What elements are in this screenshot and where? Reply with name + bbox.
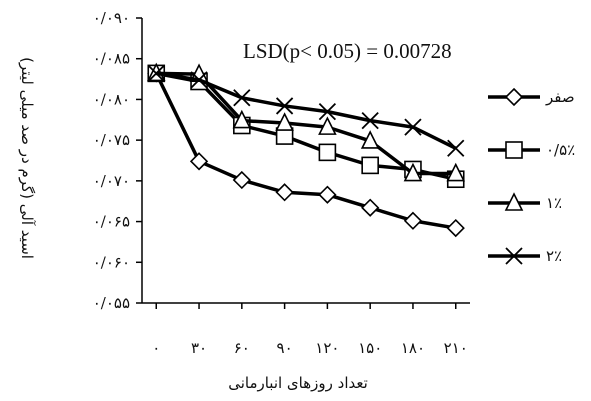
y-axis-label: اسید آلی (گرم در صد میلی لیتر) (18, 57, 36, 259)
x-axis-label: تعداد روزهای انبارمانی (228, 374, 368, 392)
data-point (189, 152, 209, 171)
data-point (404, 118, 422, 136)
data-point (318, 143, 337, 162)
data-point (147, 64, 165, 83)
axes (141, 18, 470, 304)
data-point (232, 170, 251, 190)
data-point (275, 112, 294, 131)
data-point (275, 183, 294, 202)
x-tick-label: ۳۰ (191, 339, 207, 357)
data-point (446, 162, 466, 182)
data-point (360, 130, 380, 149)
x-tick-label: ۲۱۰ (444, 339, 468, 357)
series-diamond (147, 64, 465, 238)
legend-marker (505, 141, 523, 159)
data-point (447, 139, 465, 157)
y-tick-label: ۰/۰۵۵ (93, 294, 130, 312)
x-tick-label: ۰ (152, 339, 160, 357)
legend-marker (505, 247, 523, 265)
y-tick-label: ۰/۰۷۵ (93, 131, 130, 149)
legend-entry: صفر (488, 87, 575, 107)
x-tick-label: ۱۵۰ (358, 339, 382, 357)
y-axis-ticks: ۰/۰۵۵ ۰/۰۶۰ ۰/۰۶۵ ۰/۰۷۰ ۰/۰۷۵ ۰/۰۸۰ ۰/۰۸۵ ۰/۰۹۰ (93, 9, 142, 312)
series-line (154, 72, 457, 230)
data-point (275, 97, 294, 115)
data-point (361, 111, 379, 130)
data-point (233, 89, 251, 107)
y-tick-label: ۰/۰۶۵ (93, 213, 130, 231)
legend: صفر ۰/۵٪ ۱٪ ۲٪ (488, 87, 575, 265)
legend-entry: ۰/۵٪ (488, 141, 575, 159)
x-tick-label: ۱۸۰ (401, 339, 425, 357)
data-point (446, 218, 465, 238)
legend-entry: ۲٪ (488, 247, 562, 265)
legend-entry: ۱٪ (488, 192, 562, 212)
y-tick-label: ۰/۰۸۰ (93, 90, 130, 108)
data-point (318, 103, 337, 121)
data-point (318, 185, 337, 204)
legend-label: ۱٪ (546, 194, 562, 212)
legend-marker (504, 192, 524, 211)
x-tick-label: ۱۲۰ (315, 339, 339, 357)
data-point (232, 109, 252, 129)
data-point (190, 71, 208, 89)
y-tick-label: ۰/۰۷۰ (93, 172, 130, 190)
data-point (318, 116, 337, 135)
legend-label: ۰/۵٪ (546, 141, 575, 159)
series-x (147, 64, 465, 157)
series-line (155, 71, 457, 150)
lsd-annotation: LSD(p< 0.05) = 0.00728 (243, 39, 452, 63)
y-tick-label: ۰/۰۹۰ (93, 9, 130, 27)
data-point (403, 162, 423, 182)
legend-marker (504, 87, 524, 107)
y-tick-label: ۰/۰۸۵ (93, 50, 130, 68)
x-axis-ticks: ۰ ۳۰ ۶۰ ۹۰ ۱۲۰ ۱۵۰ ۱۸۰ ۲۱۰ (152, 303, 468, 357)
data-point (361, 156, 379, 175)
x-tick-label: ۹۰ (277, 339, 293, 357)
legend-label: ۲٪ (546, 247, 562, 265)
legend-label: صفر (545, 88, 575, 106)
data-point (403, 211, 423, 230)
data-point (361, 198, 380, 217)
series-group (146, 62, 466, 238)
y-tick-label: ۰/۰۶۰ (93, 253, 130, 271)
x-tick-label: ۶۰ (234, 339, 250, 357)
